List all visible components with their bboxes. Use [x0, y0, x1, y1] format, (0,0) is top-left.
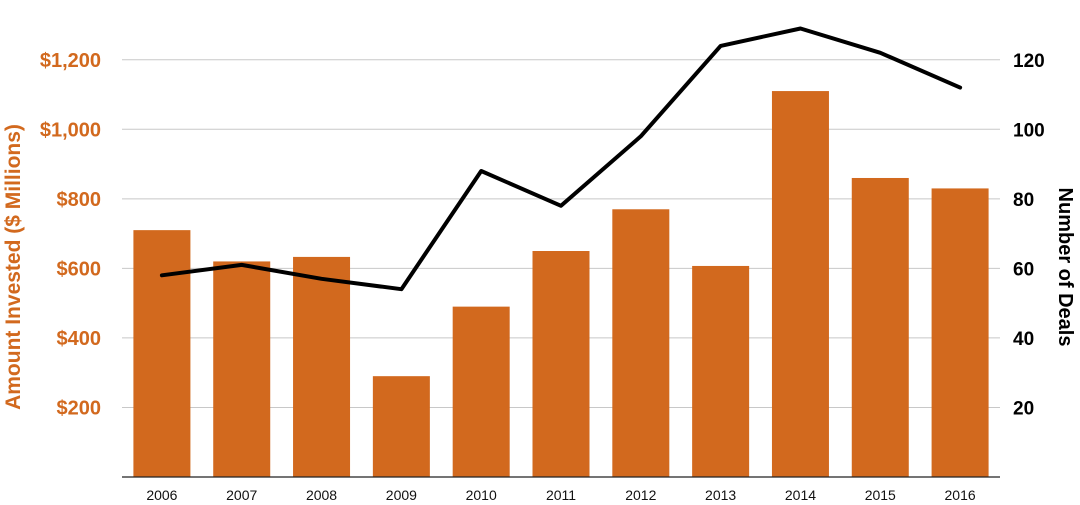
left-tick-label: $1,200	[40, 50, 101, 72]
bar-2015	[851, 177, 909, 477]
right-tick-label: 60	[1013, 259, 1034, 280]
left-axis-title: Amount Invested ($ Millions)	[2, 124, 25, 410]
bar-2012	[612, 209, 670, 477]
x-tick-label: 2008	[306, 487, 337, 503]
left-tick-label: $200	[57, 397, 102, 419]
line-series	[159, 26, 963, 292]
x-tick-label: 2016	[945, 487, 976, 503]
x-tick-label: 2014	[785, 487, 816, 503]
bar-2009	[372, 376, 430, 477]
right-tick-label: 40	[1013, 329, 1034, 350]
x-tick-label: 2006	[146, 487, 177, 503]
bar-2008	[293, 256, 351, 477]
right-axis-ticks: 20 40 60 80 100 120	[1013, 51, 1045, 420]
bar-2011	[532, 251, 590, 477]
deals-line	[159, 26, 963, 292]
bar-2010	[452, 306, 510, 477]
left-tick-label: $800	[57, 189, 102, 211]
left-tick-label: $400	[57, 328, 102, 350]
left-tick-label: $600	[57, 258, 102, 280]
x-tick-label: 2013	[705, 487, 736, 503]
bar-2013	[692, 265, 750, 477]
x-tick-label: 2009	[386, 487, 417, 503]
x-tick-label: 2011	[546, 487, 576, 503]
right-tick-label: 120	[1013, 51, 1045, 72]
bar-2014	[771, 91, 829, 478]
left-axis-ticks: $200 $400 $600 $800 $1,000 $1,200	[40, 50, 101, 420]
x-axis-ticks: 2006 2007 2008 2009 2010 2011 2012 2013 2014 2015…	[146, 487, 976, 503]
right-tick-label: 100	[1013, 120, 1045, 141]
x-tick-label: 2012	[625, 487, 656, 503]
x-tick-label: 2007	[226, 487, 257, 503]
right-tick-label: 80	[1013, 190, 1034, 211]
bar-2016	[931, 188, 989, 477]
bar-2007	[213, 261, 271, 477]
x-tick-label: 2015	[865, 487, 896, 503]
bar-series	[133, 91, 989, 478]
right-tick-label: 20	[1013, 398, 1034, 419]
bar-2006	[133, 230, 191, 477]
right-axis-title: Number of Deals	[1054, 188, 1076, 347]
x-tick-label: 2010	[466, 487, 497, 503]
left-tick-label: $1,000	[40, 119, 101, 141]
